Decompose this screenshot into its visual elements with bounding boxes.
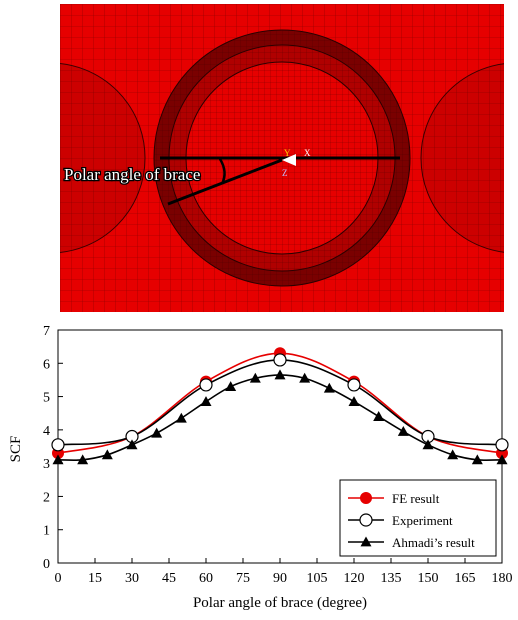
legend-item: FE result [348,491,440,506]
data-point [397,426,409,436]
legend-label: FE result [392,491,440,506]
data-point [51,438,65,452]
angle-arc [218,158,226,185]
x-tick-label: 0 [55,571,62,586]
x-tick-label: 15 [88,571,102,586]
axis-label-x: X [304,148,311,158]
data-point [175,412,187,423]
x-tick-label: 180 [492,571,513,586]
y-tick-label: 6 [43,357,50,372]
brace-angle-line [167,158,283,206]
axis-label-y: Y [284,148,291,158]
data-point [373,411,385,421]
legend-item: Experiment [348,513,453,528]
data-point [200,396,212,406]
data-point [347,378,361,392]
origin-marker [282,154,296,166]
x-tick-label: 90 [273,571,287,586]
data-point [101,449,113,460]
x-tick-label: 45 [162,571,176,586]
data-point [447,449,459,460]
x-tick-label: 75 [236,571,250,586]
x-tick-label: 30 [125,571,139,586]
y-tick-label: 5 [43,391,50,406]
x-tick-label: 135 [381,571,402,586]
data-point [126,439,138,450]
fe-mesh: Y X Z Polar angle of brace [60,4,504,312]
axis-label-z: Z [282,168,288,178]
y-tick-label: 3 [43,457,50,472]
data-point [348,396,360,406]
x-axis-ticks: 0 15 30 45 60 75 90 105 120 135 150 165 180 [55,558,513,586]
series-3 [52,369,508,465]
x-tick-label: 150 [418,571,439,586]
data-point [249,372,261,383]
legend: FE result Experiment Ahmadi’s result [339,479,497,557]
data-point [77,454,89,465]
legend-marker [359,513,373,527]
data-point [323,382,335,393]
x-tick-label: 105 [307,571,328,586]
legend-item: Ahmadi’s result [348,535,475,550]
series-2 [51,353,509,452]
data-point [225,381,237,391]
x-tick-label: 60 [199,571,213,586]
legend-marker [360,492,372,504]
legend-marker [360,536,372,547]
y-tick-label: 0 [43,557,50,572]
polar-angle-annotation: Polar angle of brace [64,165,200,184]
y-tick-label: 1 [43,524,50,539]
data-point [52,454,64,465]
y-tick-label: 2 [43,490,50,505]
x-tick-label: 120 [344,571,365,586]
data-point [299,372,311,383]
x-tick-label: 165 [455,571,476,586]
y-axis-label: SCF [8,436,24,463]
data-point [471,454,483,465]
data-point [495,438,509,452]
y-tick-label: 4 [43,424,50,439]
fe-model-image: Y X Z Polar angle of brace [60,4,504,312]
x-axis-label: Polar angle of brace (degree) [193,595,367,611]
legend-label: Ahmadi’s result [392,535,475,550]
data-point [422,439,434,450]
data-point [274,369,286,380]
y-axis-ticks: 0 1 2 3 4 5 6 7 [43,324,63,572]
y-tick-label: 7 [43,324,50,339]
legend-label: Experiment [392,513,453,528]
data-point [151,427,163,438]
data-point [496,454,508,465]
data-point [199,378,213,392]
series-layer [51,347,509,465]
data-point [273,353,287,367]
